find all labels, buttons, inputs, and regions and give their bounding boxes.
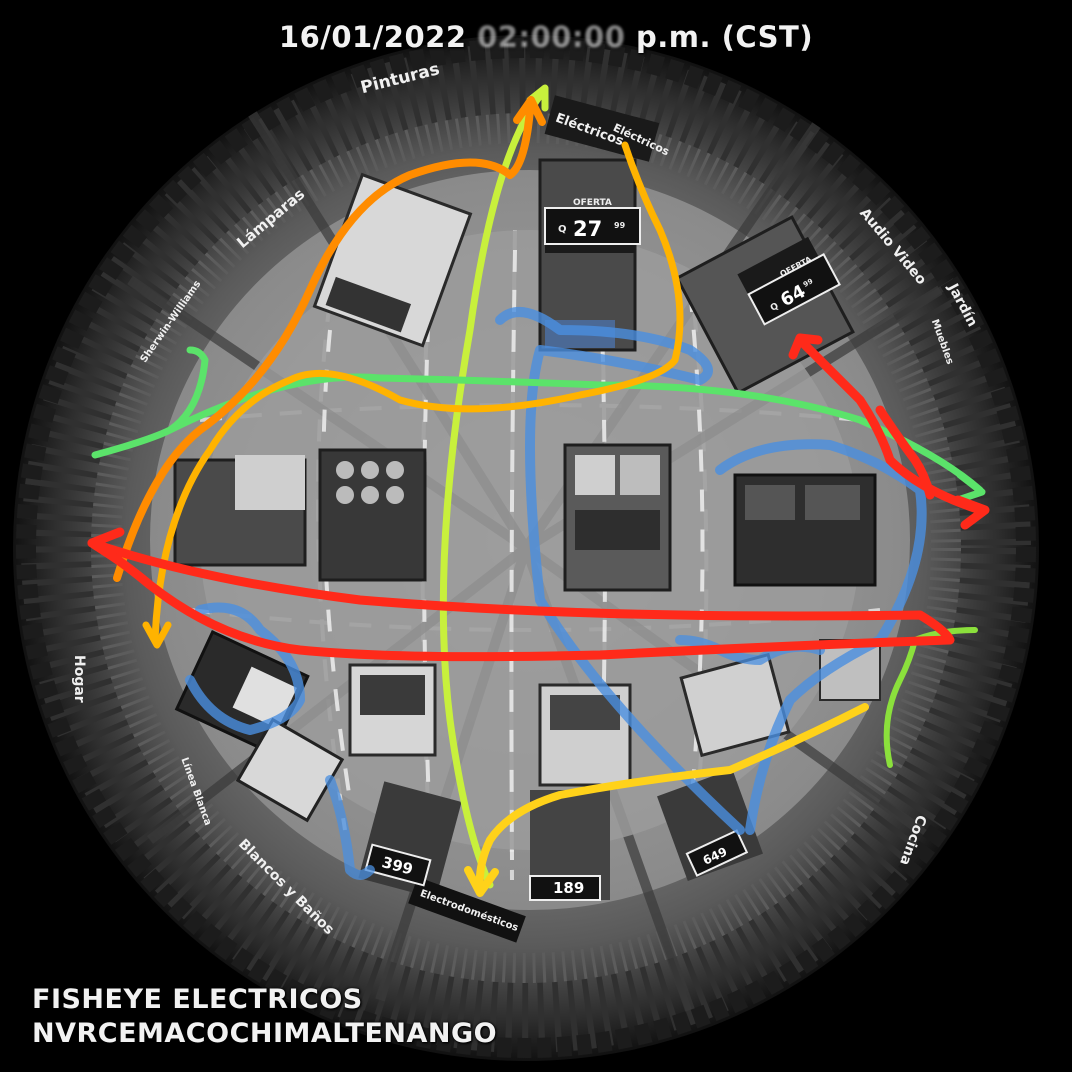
- timestamp-date: 16/01/2022: [278, 20, 467, 54]
- path-yellow: [475, 703, 869, 894]
- path-red-horizontal: [87, 538, 955, 662]
- outer-shelving-ring: [21, 43, 1031, 1053]
- price-q-64: Q: [769, 301, 781, 314]
- display-island-center-left: [318, 448, 427, 582]
- sign-hogar: Hogar: [71, 655, 87, 703]
- path-blue-4: [325, 775, 375, 880]
- price-cents-27: 99: [614, 221, 626, 230]
- price-cents-64: 99: [802, 277, 814, 289]
- oferta-label-1: OFERTA: [573, 198, 612, 208]
- timestamp-time: 02:00:00: [477, 20, 626, 54]
- camera-name-line1: FISHEYE ELECTRICOS: [32, 984, 363, 1015]
- path-blue-1: [495, 307, 745, 835]
- customer-paths: [87, 84, 990, 897]
- display-island-bottom-left: [348, 663, 437, 757]
- camera-name-overlay: FISHEYE ELECTRICOS NVRCEMACOCHIMALTENANG…: [32, 983, 497, 1051]
- timestamp-overlay: 16/01/2022 02:00:00 p.m. (CST): [0, 20, 1072, 54]
- price-q-27: Q: [558, 224, 567, 235]
- timestamp-suffix: p.m. (CST): [635, 20, 814, 54]
- display-island-center: [563, 443, 672, 592]
- price-tag-189: 189: [553, 879, 584, 897]
- price-tag-27: 27: [573, 217, 602, 241]
- display-island-right: [733, 473, 877, 587]
- path-lime-vertical: [439, 88, 547, 889]
- path-blue-3: [185, 602, 305, 735]
- path-orange: [113, 106, 534, 582]
- path-orange-2: [151, 141, 684, 644]
- camera-name-line2: NVRCEMACOCHIMALTENANGO: [32, 1018, 498, 1049]
- path-green-horizontal: [91, 346, 984, 494]
- path-blue-2: [715, 439, 927, 835]
